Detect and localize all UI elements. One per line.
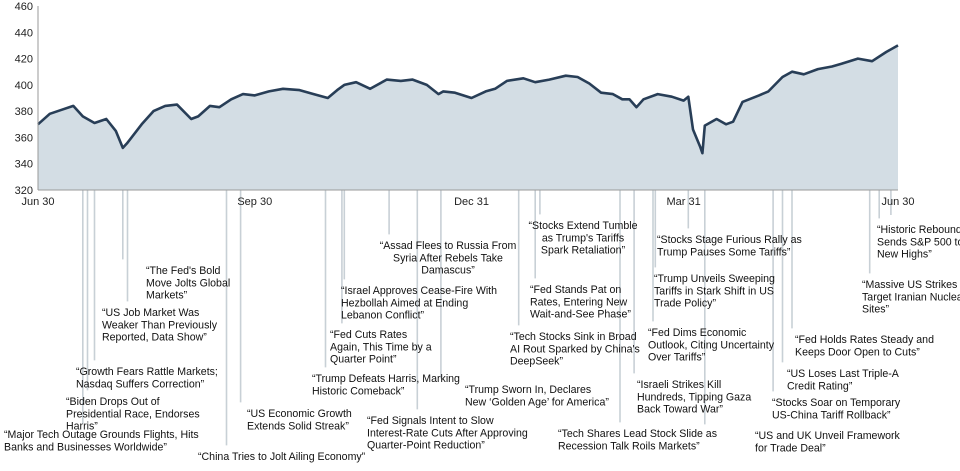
annotation-label: “Stocks Stage Furious Rally as Trump Paus… bbox=[657, 234, 802, 258]
annotation-label: “China Tries to Jolt Ailing Economy” bbox=[198, 451, 366, 463]
annotation-label: “US Economic Growth Extends Solid Streak” bbox=[247, 408, 352, 432]
annotation-label: “Trump Defeats Harris, Marking Historic C… bbox=[312, 373, 460, 397]
annotation-label: “Historic Rebound Sends S&P 500 to New Hig… bbox=[877, 224, 960, 261]
y-tick-label: 440 bbox=[15, 27, 33, 39]
y-tick-label: 380 bbox=[15, 106, 33, 118]
x-tick-label: Mar 31 bbox=[666, 196, 700, 208]
annotation-label: “Fed Signals Intent to Slow Interest-Rate… bbox=[367, 415, 528, 452]
y-tick-label: 320 bbox=[15, 185, 33, 197]
annotation-label: “Stocks Extend Tumble as Trump's Tariffs S… bbox=[529, 220, 638, 257]
y-tick-label: 400 bbox=[15, 80, 33, 92]
y-tick-label: 360 bbox=[15, 132, 33, 144]
annotation-label: “Israel Approves Cease-Fire With Hezbolla… bbox=[341, 285, 497, 322]
annotation-label: “Trump Sworn In, Declares New ‘Golden Age… bbox=[465, 384, 609, 408]
annotation-label: “Fed Dims Economic Outlook, Citing Uncert… bbox=[648, 327, 775, 364]
axes: 320 340 360 380 400 420 440 460 Jun 30 Sep 30 Dec … bbox=[15, 1, 915, 208]
annotation-label: “Fed Holds Rates Steady and Keeps Door Op… bbox=[795, 334, 934, 358]
series-line bbox=[37, 44, 899, 155]
annotation-label: “The Fed's Bold Move Jolts Global Markets” bbox=[146, 265, 230, 302]
annotation-label: “Trump Unveils Sweeping Tariffs in Stark … bbox=[654, 273, 775, 310]
annotation-label: “Tech Stocks Sink in Broad AI Rout Sparke… bbox=[510, 331, 640, 368]
x-tick-label: Jun 30 bbox=[881, 196, 914, 208]
x-tick-label: Dec 31 bbox=[454, 196, 489, 208]
y-tick-label: 340 bbox=[15, 159, 33, 171]
annotation-label: “Biden Drops Out of Presidential Race, En… bbox=[66, 396, 200, 433]
annotation-label: “Fed Stands Pat on Rates, Entering New Wai… bbox=[530, 284, 631, 321]
plot-area bbox=[37, 44, 899, 191]
x-tick-label: Jun 30 bbox=[21, 196, 54, 208]
annotation-label: “Growth Fears Rattle Markets; Nasdaq Suff… bbox=[76, 366, 218, 390]
annotation-label: “Israeli Strikes Kill Hundreds, Tipping G… bbox=[637, 379, 751, 416]
annotation-label: “Assad Flees to Russia From Syria After R… bbox=[380, 240, 517, 277]
annotation-label: “US Loses Last Triple-A Credit Rating” bbox=[787, 368, 900, 392]
series-area bbox=[38, 45, 898, 191]
annotation-label: “US Job Market Was Weaker Than Previously… bbox=[102, 307, 218, 344]
annotation-label: “Major Tech Outage Grounds Flights, Hits… bbox=[4, 429, 199, 453]
annotation-label: “Fed Cuts Rates Again, This Time by a Quar… bbox=[330, 329, 432, 366]
y-tick-label: 420 bbox=[15, 54, 33, 66]
annotation-label: “Massive US Strikes Target Iranian Nuclea… bbox=[862, 279, 960, 316]
annotation-label: “US and UK Unveil Framework for Trade Dea… bbox=[755, 430, 901, 454]
x-tick-label: Sep 30 bbox=[237, 196, 272, 208]
annotation-labels: “Major Tech Outage Grounds Flights, Hits… bbox=[4, 220, 960, 463]
y-tick-label: 460 bbox=[15, 1, 33, 13]
callout-lines bbox=[82, 190, 892, 446]
annotation-label: “Stocks Soar on Temporary US-China Tariff… bbox=[772, 397, 901, 421]
annotation-label: “Tech Shares Lead Stock Slide as Recessio… bbox=[558, 428, 717, 452]
